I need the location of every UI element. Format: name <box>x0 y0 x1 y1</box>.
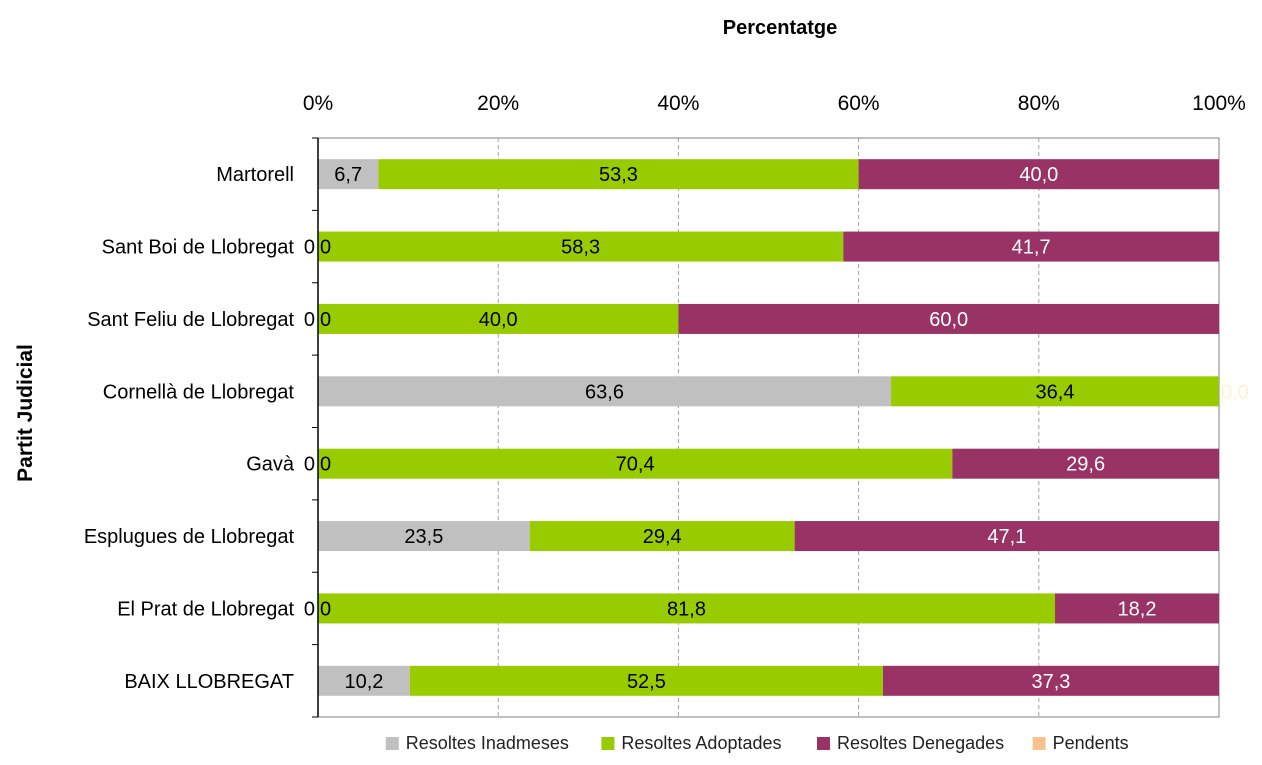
category-label-gava: Gavà <box>246 454 295 476</box>
outside-data-label: 0 <box>304 454 315 476</box>
x-tick-label: 100% <box>1192 92 1246 115</box>
data-label: 81,8 <box>667 598 706 620</box>
axes <box>312 137 319 718</box>
data-label: 37,3 <box>1031 671 1070 693</box>
data-label: 40,0 <box>1019 164 1058 186</box>
x-tick-label: 0% <box>303 92 333 115</box>
x-tick-label: 20% <box>477 92 519 115</box>
category-label-esplugues-de-llobregat: Esplugues de Llobregat <box>84 526 295 548</box>
bar-resoltes-denegades-sant-boi-de-llobregat <box>843 231 1219 262</box>
bar-resoltes-adoptades-sant-boi-de-llobregat <box>318 231 844 262</box>
plot-area <box>317 137 1220 718</box>
bar-resoltes-inadmeses-baix-llobregat <box>318 665 410 696</box>
data-label: 23,5 <box>404 526 443 548</box>
bar-resoltes-adoptades-baix-llobregat <box>409 665 883 696</box>
legend-label-pendents: Pendents <box>1053 733 1129 753</box>
bar-resoltes-adoptades-gava <box>318 448 953 479</box>
category-label-cornella-de-llobregat: Cornellà de Llobregat <box>103 381 295 403</box>
bar-resoltes-denegades-el-prat-de-llobregat <box>1055 593 1219 624</box>
legend-label-resoltes-adoptades: Resoltes Adoptades <box>621 733 781 753</box>
legend: Resoltes Inadmeses Resoltes Adoptades Reso… <box>385 733 1129 753</box>
category-label-martorell: Martorell <box>216 164 294 186</box>
data-label: 41,7 <box>1012 237 1051 259</box>
legend-label-resoltes-denegades: Resoltes Denegades <box>837 733 1004 753</box>
bar-resoltes-adoptades-esplugues-de-llobregat <box>529 521 795 552</box>
outside-data-label: 0 <box>304 598 315 620</box>
data-label: 47,1 <box>987 526 1026 548</box>
chart-title: Percentatge <box>723 17 838 39</box>
category-label-sant-boi-de-llobregat: Sant Boi de Llobregat <box>102 237 295 259</box>
bar-resoltes-adoptades-sant-feliu-de-llobregat <box>318 303 679 334</box>
legend-swatch-resoltes-adoptades <box>601 737 615 750</box>
x-tick-label: 60% <box>838 92 880 115</box>
data-label: 0 <box>320 598 331 620</box>
data-label: 6,7 <box>334 164 362 186</box>
outside-data-label: 0 <box>304 309 315 331</box>
y-axis-title: Partit Judicial <box>14 344 37 482</box>
data-label: 70,4 <box>616 454 655 476</box>
data-label: 40,0 <box>479 309 518 331</box>
category-label-sant-feliu-de-llobregat: Sant Feliu de Llobregat <box>87 309 294 331</box>
bars <box>318 159 1219 696</box>
outside-data-label: 0 <box>304 237 315 259</box>
legend-swatch-pendents <box>1032 737 1046 750</box>
data-label: 63,6 <box>585 381 624 403</box>
bar-resoltes-adoptades-el-prat-de-llobregat <box>318 593 1056 624</box>
data-label: 53,3 <box>599 164 638 186</box>
legend-swatch-resoltes-inadmeses <box>385 737 399 750</box>
data-label: 0 <box>320 237 331 259</box>
bar-resoltes-denegades-baix-llobregat <box>882 665 1219 696</box>
data-label: 52,5 <box>627 671 666 693</box>
category-label-baix-llobregat: BAIX LLOBREGAT <box>124 671 294 693</box>
x-axis-ticks: 0% 20% 40% 60% 80% 100% <box>303 92 1246 115</box>
bar-resoltes-inadmeses-cornella-de-llobregat <box>318 376 892 407</box>
bar-resoltes-inadmeses-esplugues-de-llobregat <box>318 521 530 552</box>
grid <box>317 137 1220 718</box>
bar-resoltes-inadmeses-martorell <box>318 159 379 190</box>
data-label: 10,2 <box>344 671 383 693</box>
bar-resoltes-denegades-gava <box>952 448 1219 479</box>
x-tick-label: 80% <box>1018 92 1060 115</box>
data-label: 36,4 <box>1036 381 1075 403</box>
data-label: 60,0 <box>929 309 968 331</box>
bar-resoltes-denegades-esplugues-de-llobregat <box>794 521 1219 552</box>
data-label: 18,2 <box>1118 598 1157 620</box>
data-label: 0 <box>320 454 331 476</box>
category-label-el-prat-de-llobregat: El Prat de Llobregat <box>117 598 294 620</box>
bar-resoltes-adoptades-cornella-de-llobregat <box>891 376 1219 407</box>
legend-label-resoltes-inadmeses: Resoltes Inadmeses <box>406 733 569 753</box>
legend-swatch-resoltes-denegades <box>817 737 830 750</box>
bar-resoltes-adoptades-martorell <box>378 159 859 190</box>
bar-resoltes-denegades-martorell <box>858 159 1219 190</box>
data-label: 58,3 <box>561 237 600 259</box>
category-labels: Martorell Sant Boi de Llobregat Sant Feliu… <box>84 164 295 693</box>
bar-resoltes-denegades-sant-feliu-de-llobregat <box>678 303 1219 334</box>
data-label: 29,6 <box>1066 454 1105 476</box>
data-label: 0,0 <box>1221 381 1249 403</box>
x-tick-label: 40% <box>657 92 699 115</box>
data-label: 0 <box>320 309 331 331</box>
data-label: 29,4 <box>643 526 682 548</box>
